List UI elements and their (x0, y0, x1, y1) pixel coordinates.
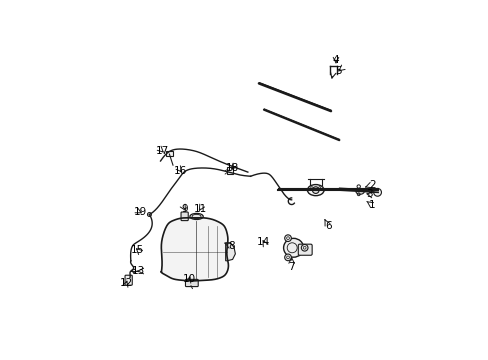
FancyBboxPatch shape (227, 167, 233, 174)
Text: 1: 1 (368, 201, 375, 210)
Polygon shape (225, 243, 235, 261)
Text: 9: 9 (181, 204, 187, 214)
FancyBboxPatch shape (181, 212, 188, 221)
Circle shape (310, 186, 312, 189)
Text: 19: 19 (133, 207, 146, 217)
Text: 15: 15 (131, 245, 144, 255)
Text: 5: 5 (335, 66, 342, 76)
Text: 2: 2 (368, 180, 375, 190)
Circle shape (301, 244, 307, 251)
FancyBboxPatch shape (166, 151, 172, 156)
Text: 3: 3 (365, 189, 371, 199)
Text: 17: 17 (156, 146, 169, 156)
FancyBboxPatch shape (185, 279, 198, 287)
Text: 7: 7 (288, 262, 294, 272)
Circle shape (312, 187, 319, 193)
Text: 16: 16 (174, 166, 187, 176)
Text: 13: 13 (131, 266, 144, 276)
Text: 4: 4 (332, 55, 339, 65)
Circle shape (284, 254, 291, 261)
Polygon shape (161, 218, 228, 281)
Ellipse shape (189, 213, 203, 220)
Text: 8: 8 (227, 241, 234, 251)
Text: 18: 18 (225, 163, 239, 173)
Circle shape (373, 188, 381, 196)
FancyBboxPatch shape (298, 244, 311, 255)
Text: 11: 11 (193, 204, 206, 214)
Circle shape (284, 235, 291, 242)
Text: 14: 14 (257, 237, 270, 247)
Circle shape (318, 186, 320, 189)
Text: 12: 12 (120, 278, 133, 288)
Ellipse shape (355, 189, 364, 194)
FancyBboxPatch shape (125, 275, 132, 285)
Text: 6: 6 (324, 221, 331, 231)
Ellipse shape (307, 185, 324, 196)
Ellipse shape (283, 238, 303, 257)
Text: 10: 10 (182, 274, 195, 284)
